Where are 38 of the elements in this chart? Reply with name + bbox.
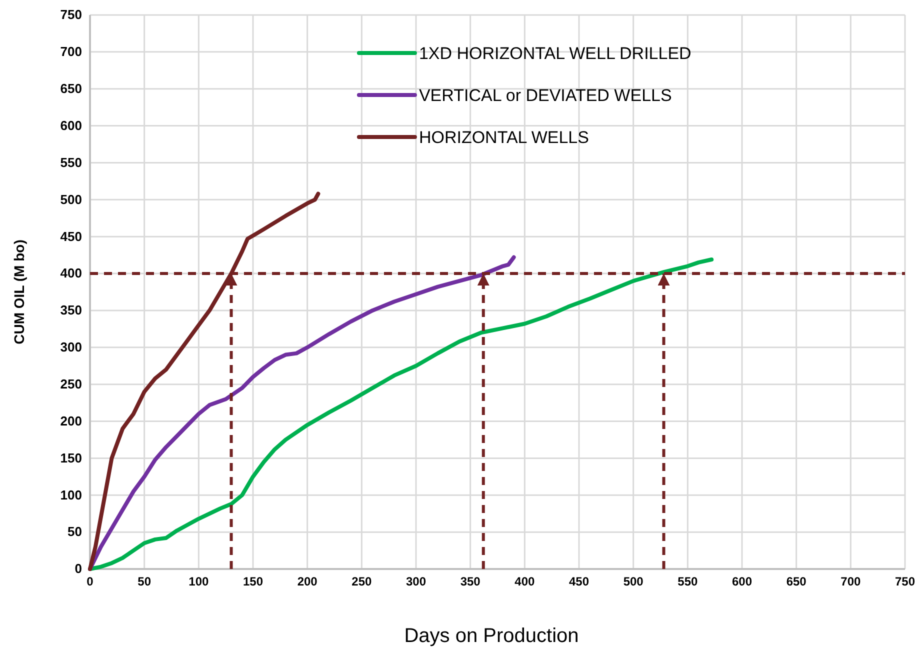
x-tick-label: 150 <box>242 574 264 589</box>
y-tick-label: 350 <box>60 302 82 318</box>
x-tick-label: 600 <box>732 574 752 589</box>
y-tick-label: 450 <box>60 228 82 244</box>
y-tick-label: 100 <box>60 487 82 502</box>
y-tick-label: 0 <box>74 561 82 576</box>
x-tick-label: 50 <box>138 574 152 589</box>
x-tick-label: 0 <box>86 574 94 589</box>
legend-label: 1XD HORIZONTAL WELL DRILLED <box>418 44 692 63</box>
y-tick-label: 200 <box>60 413 82 428</box>
y-tick-label: 50 <box>68 524 82 540</box>
y-tick-label: 750 <box>60 7 82 22</box>
legend-label: HORIZONTAL WELLS <box>418 128 589 147</box>
y-tick-label: 500 <box>60 192 82 207</box>
x-tick-label: 550 <box>678 574 698 589</box>
y-tick-label: 150 <box>60 450 82 466</box>
y-tick-label: 600 <box>60 118 82 133</box>
y-tick-label: 700 <box>60 44 82 60</box>
x-tick-label: 300 <box>406 574 426 589</box>
x-tick-label: 100 <box>188 574 209 589</box>
x-tick-label: 400 <box>514 574 535 589</box>
x-tick-label: 350 <box>460 574 481 589</box>
x-tick-label: 750 <box>894 574 916 589</box>
y-tick-label: 650 <box>60 81 82 96</box>
x-tick-label: 250 <box>352 574 372 589</box>
legend-label: VERTICAL or DEVIATED WELLS <box>418 86 672 105</box>
y-tick-label: 300 <box>60 340 82 355</box>
x-tick-label: 700 <box>840 574 861 589</box>
y-tick-label: 550 <box>60 154 82 170</box>
x-tick-label: 200 <box>297 574 318 589</box>
y-tick-label: 400 <box>60 266 82 281</box>
x-axis-title: Days on Production <box>404 625 579 647</box>
x-tick-label: 450 <box>568 574 590 589</box>
y-tick-label: 250 <box>60 376 82 392</box>
x-tick-label: 650 <box>786 574 807 589</box>
line-series <box>88 258 714 571</box>
y-axis-title: CUM OIL (M bo) <box>11 240 27 344</box>
x-tick-label: 500 <box>623 574 644 589</box>
